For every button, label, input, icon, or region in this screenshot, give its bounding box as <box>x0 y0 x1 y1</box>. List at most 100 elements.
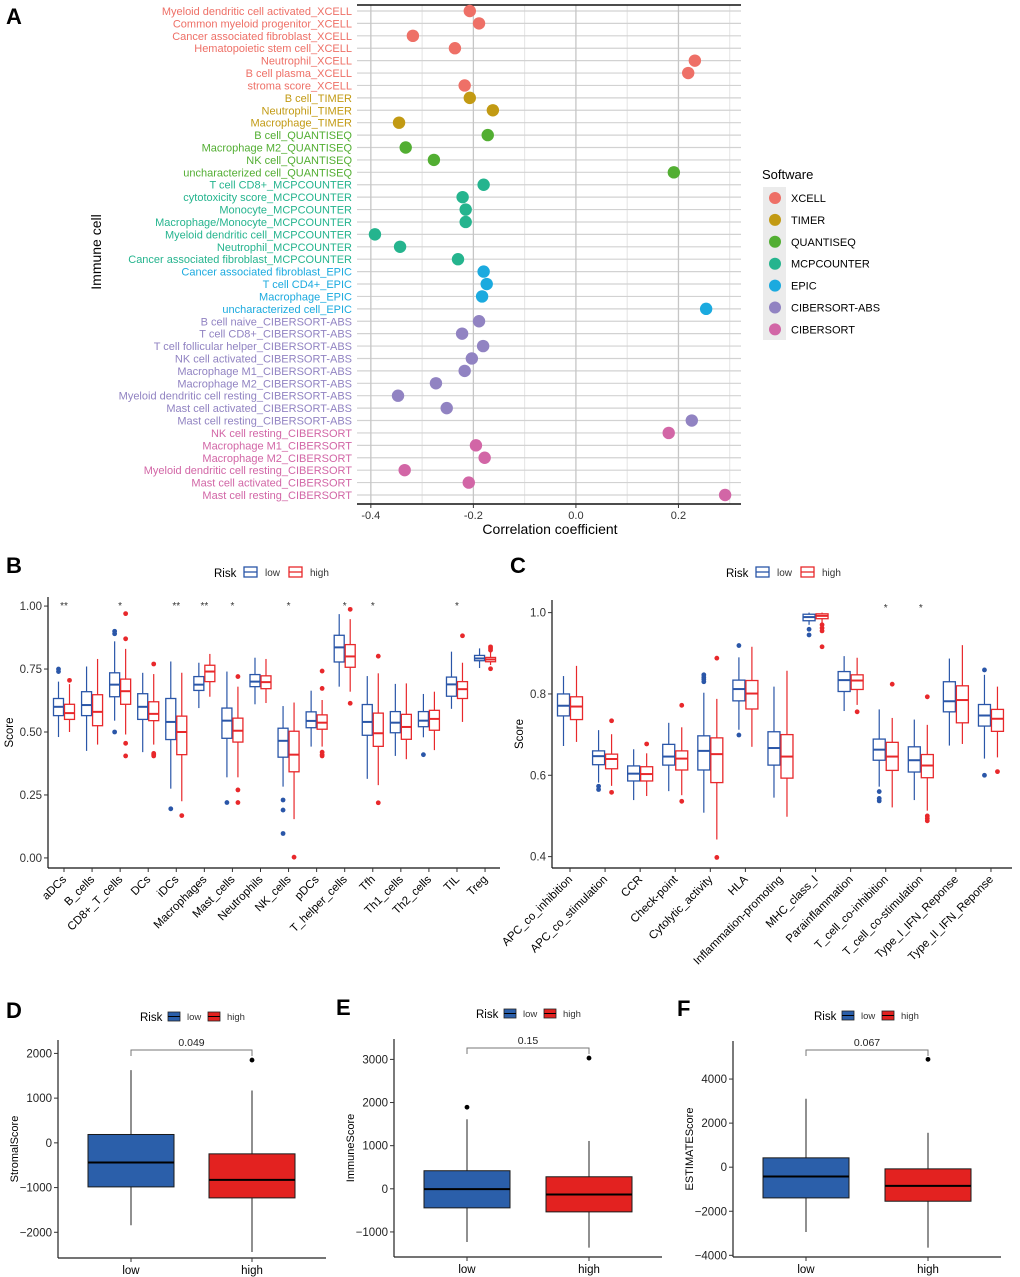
panel-label-f: F <box>677 996 690 1021</box>
outlier-high <box>151 661 157 667</box>
y-tick-label: −2000 <box>20 1227 52 1239</box>
y-tick-label: −1000 <box>356 1227 388 1239</box>
box-low <box>662 743 676 766</box>
outlier-low <box>806 632 812 638</box>
box-low <box>165 697 177 741</box>
outlier-high <box>151 753 157 759</box>
outlier-high <box>995 769 1000 775</box>
outlier-high <box>924 818 930 824</box>
y-tick-label: uncharacterized cell_EPIC <box>222 304 352 316</box>
data-point <box>391 389 405 402</box>
y-tick-label: Hematopoietic stem cell_XCELL <box>194 43 352 55</box>
data-point <box>699 302 713 316</box>
y-tick-label: B cell_TIMER <box>285 93 352 105</box>
data-point <box>398 463 411 477</box>
outlier-low <box>982 772 987 778</box>
outlier-high <box>819 628 825 634</box>
panel-f-boxplot: 4000 2000 0 −2000 −4000 ESTIMATEScore low high 0… <box>684 1010 1001 1276</box>
y-tick-label: −1000 <box>20 1183 52 1195</box>
outlier-low <box>56 666 61 672</box>
y-tick-label: Myeloid dendritic cell resting_CIBERSORT <box>144 465 353 477</box>
outlier-high <box>924 694 930 700</box>
data-point <box>429 377 443 390</box>
x-tick-label: HLA <box>726 873 751 898</box>
outlier-high <box>644 741 650 747</box>
significance-marker: * <box>287 601 291 612</box>
significance-marker: * <box>884 603 888 614</box>
y-tick-label: B cell naive_CIBERSORT-ABS <box>201 316 352 328</box>
box-low <box>277 727 289 758</box>
outlier-low <box>280 807 286 813</box>
outlier-low <box>112 628 118 634</box>
outlier-high <box>123 740 129 746</box>
data-point <box>486 104 500 117</box>
category-group: **iDCs <box>155 601 188 900</box>
outlier-high <box>179 813 185 819</box>
legend-title: Risk <box>214 568 237 580</box>
data-point <box>477 265 490 278</box>
legend-key <box>769 257 781 270</box>
outlier-low <box>876 798 882 804</box>
x-tick-label: DCs <box>129 873 153 897</box>
panel-c-boxplot: 0.40.60.81.0ScoreAPC_co_inhibitionAPC_co… <box>500 566 1012 968</box>
outlier <box>464 1104 470 1110</box>
data-point <box>472 17 486 30</box>
box-high <box>204 664 216 683</box>
category-group: * Tfh <box>358 601 384 894</box>
box-high <box>955 685 970 724</box>
box-high <box>604 753 619 770</box>
x-tick-label: Treg <box>465 874 490 899</box>
significance-bracket <box>130 1049 253 1056</box>
y-tick-label: 4000 <box>701 1074 727 1086</box>
y-tick-label: 1000 <box>362 1141 388 1153</box>
outlier-high <box>319 686 325 691</box>
category-group: CCR <box>619 741 654 900</box>
significance-marker: * <box>230 601 234 612</box>
x-tick-label: -0.4 <box>361 510 380 522</box>
y-tick-label: Macrophage/Monocyte_MCPCOUNTER <box>155 217 352 229</box>
outlier-high <box>319 668 325 674</box>
outlier-high <box>889 681 895 687</box>
data-point <box>476 339 490 353</box>
panel-d-boxplot: 2000 1000 0 −1000 −2000 StromalScore low high 0.… <box>9 1011 326 1277</box>
box-low <box>417 710 430 728</box>
outlier-high <box>319 753 325 759</box>
outlier-high <box>235 787 241 793</box>
legend-label: TIMER <box>791 215 825 227</box>
y-tick-label: Macrophage M1_CIBERSORT-ABS <box>177 366 352 378</box>
y-axis-title: Score <box>4 717 16 747</box>
p-value-label: 0.15 <box>518 1035 539 1047</box>
y-tick-label: Mast cell activated_CIBERSORT-ABS <box>166 403 352 415</box>
outlier-high <box>375 653 381 659</box>
y-tick-label: −4000 <box>695 1250 727 1262</box>
y-tick-label: 3000 <box>362 1054 388 1066</box>
y-tick-label: 2000 <box>362 1098 388 1110</box>
panel-label-b: B <box>6 553 22 578</box>
y-tick-label: 1000 <box>26 1093 52 1105</box>
legend-label: CIBERSORT <box>791 324 855 336</box>
data-point <box>681 66 695 80</box>
data-point <box>393 240 407 253</box>
significance-marker: * <box>455 601 459 612</box>
category-group: Treg <box>465 644 497 899</box>
legend-label: QUANTISEQ <box>791 237 856 249</box>
legend-key <box>769 192 781 204</box>
outlier-high <box>488 666 493 672</box>
legend-label: high <box>227 1012 245 1023</box>
outlier-high <box>488 647 493 653</box>
panel-label-d: D <box>6 998 22 1023</box>
panel-label-a: A <box>6 4 22 29</box>
y-tick-label: uncharacterized cell_QUANTISEQ <box>183 167 352 179</box>
outlier <box>586 1055 592 1061</box>
outlier <box>249 1057 255 1063</box>
outlier-low <box>736 732 742 738</box>
y-tick-label: Macrophage_EPIC <box>259 291 352 303</box>
y-tick-label: 0 <box>721 1162 727 1174</box>
x-tick-label: -0.2 <box>464 510 483 522</box>
data-point <box>368 228 382 241</box>
y-tick-label: 0.4 <box>530 852 547 864</box>
data-point <box>459 215 472 229</box>
box-high <box>675 750 689 771</box>
legend-key <box>769 301 781 314</box>
outlier-high <box>375 800 381 806</box>
